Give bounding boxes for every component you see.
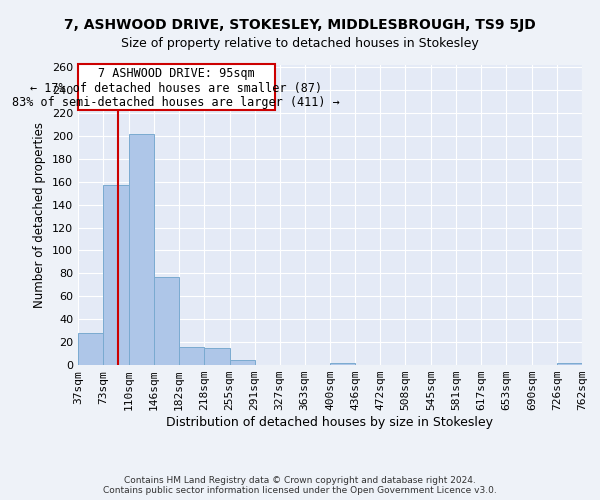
- X-axis label: Distribution of detached houses by size in Stokesley: Distribution of detached houses by size …: [167, 416, 493, 429]
- Bar: [103, 185, 129, 365]
- Bar: [230, 360, 254, 365]
- Text: 7, ASHWOOD DRIVE, STOKESLEY, MIDDLESBROUGH, TS9 5JD: 7, ASHWOOD DRIVE, STOKESLEY, MIDDLESBROU…: [64, 18, 536, 32]
- Bar: [331, 362, 355, 365]
- Bar: [179, 346, 204, 365]
- Y-axis label: Number of detached properties: Number of detached properties: [34, 122, 46, 308]
- Text: 83% of semi-detached houses are larger (411) →: 83% of semi-detached houses are larger (…: [13, 96, 340, 109]
- Text: ← 17% of detached houses are smaller (87): ← 17% of detached houses are smaller (87…: [31, 82, 322, 94]
- Text: Contains public sector information licensed under the Open Government Licence v3: Contains public sector information licen…: [103, 486, 497, 495]
- Bar: [154, 277, 179, 365]
- Text: Size of property relative to detached houses in Stokesley: Size of property relative to detached ho…: [121, 38, 479, 51]
- Bar: [557, 362, 582, 365]
- Bar: [204, 348, 230, 365]
- Bar: [129, 134, 154, 365]
- Text: 7 ASHWOOD DRIVE: 95sqm: 7 ASHWOOD DRIVE: 95sqm: [98, 68, 255, 80]
- FancyBboxPatch shape: [78, 64, 275, 110]
- Text: Contains HM Land Registry data © Crown copyright and database right 2024.: Contains HM Land Registry data © Crown c…: [124, 476, 476, 485]
- Bar: [78, 333, 103, 365]
